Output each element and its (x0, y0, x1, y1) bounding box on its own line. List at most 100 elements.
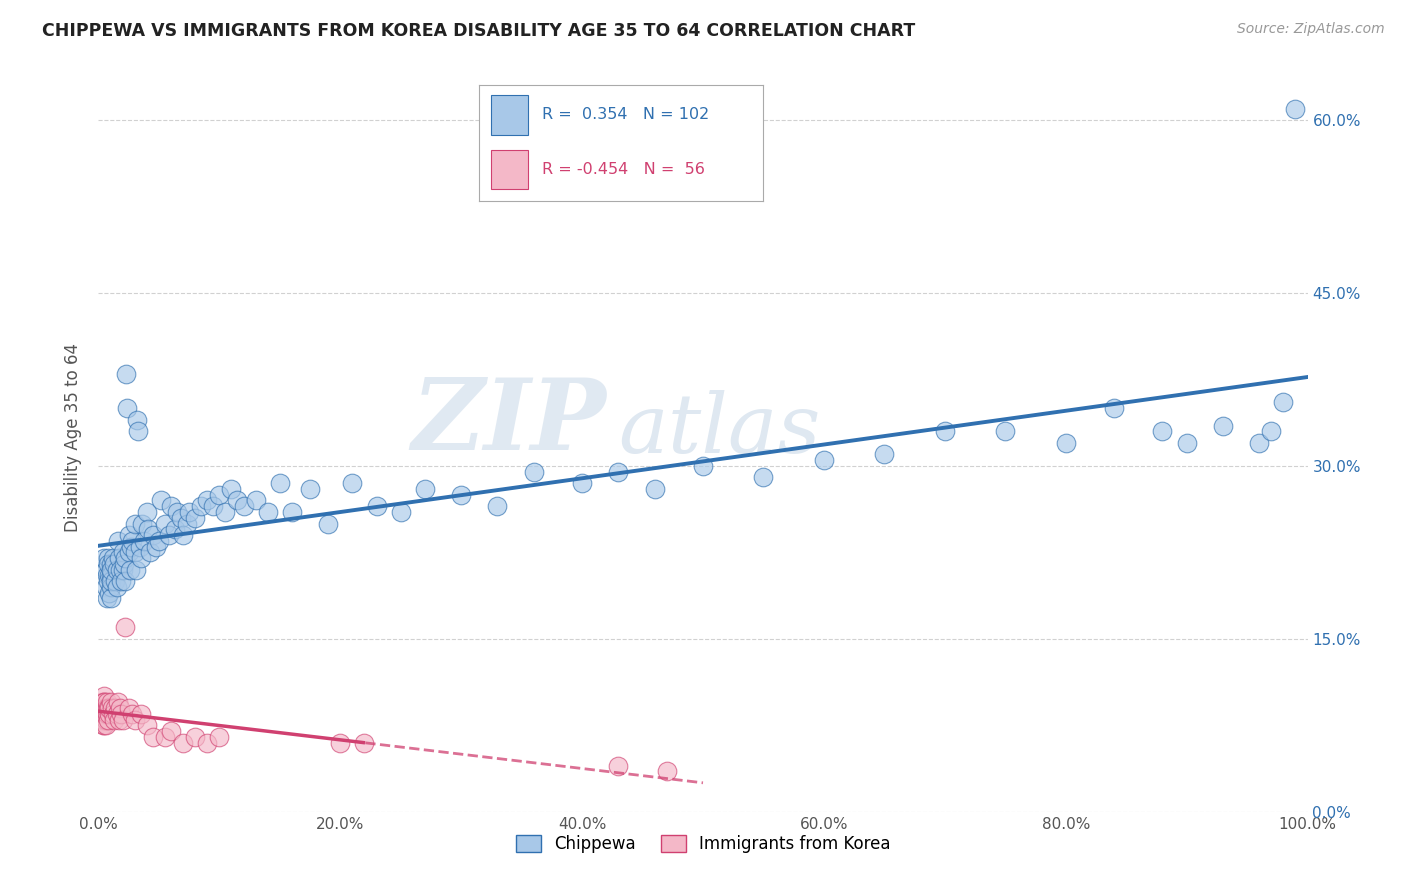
Point (114, 551, 136, 566)
Y-axis label: Disability Age 35 to 64: Disability Age 35 to 64 (65, 343, 83, 532)
Point (202, 500, 225, 514)
Point (644, 482, 666, 496)
Point (94, 580, 117, 594)
Point (160, 724, 183, 739)
Point (91, 713, 114, 727)
Point (97, 701, 120, 715)
Point (142, 730, 165, 744)
Point (100, 701, 122, 715)
Point (98, 706, 121, 721)
Point (100, 695, 122, 709)
Text: Source: ZipAtlas.com: Source: ZipAtlas.com (1237, 22, 1385, 37)
Point (752, 470, 775, 484)
Point (94, 713, 117, 727)
Point (245, 493, 267, 508)
Point (93, 695, 115, 709)
Point (232, 500, 254, 514)
Point (93, 718, 115, 732)
Point (1260, 425, 1282, 439)
Point (166, 505, 188, 519)
Point (486, 500, 509, 514)
Point (107, 533, 129, 548)
Point (94, 701, 117, 715)
Point (93, 706, 115, 721)
Point (96, 701, 118, 715)
Point (366, 500, 388, 514)
Point (97, 574, 120, 589)
Point (98, 585, 121, 599)
Point (571, 476, 593, 491)
Point (108, 701, 131, 715)
Point (150, 493, 173, 508)
Point (110, 574, 132, 589)
Point (98, 568, 121, 582)
Point (153, 730, 176, 744)
Point (118, 528, 141, 542)
Point (214, 505, 236, 519)
Point (108, 713, 131, 727)
Point (1212, 418, 1234, 433)
Point (299, 482, 322, 496)
Point (523, 465, 546, 479)
Point (256, 505, 278, 519)
Point (607, 465, 630, 479)
Point (117, 401, 139, 416)
Point (91, 695, 114, 709)
Point (184, 730, 207, 744)
Point (128, 540, 150, 554)
Point (413, 482, 436, 496)
Point (114, 574, 136, 589)
Point (93, 690, 115, 704)
Point (124, 516, 146, 531)
Point (108, 551, 131, 566)
Point (93, 695, 115, 709)
Point (148, 533, 170, 548)
Point (1284, 102, 1306, 116)
Legend: Chippewa, Immigrants from Korea: Chippewa, Immigrants from Korea (509, 828, 897, 860)
Point (873, 447, 896, 461)
Point (195, 735, 218, 749)
Point (101, 706, 124, 721)
Point (97, 557, 120, 571)
Point (692, 458, 714, 473)
Point (91, 706, 114, 721)
Point (115, 367, 138, 381)
Point (135, 718, 157, 732)
Point (450, 488, 472, 502)
Point (129, 551, 152, 566)
Point (96, 591, 118, 606)
Point (93, 701, 115, 715)
Point (105, 706, 128, 721)
Point (93, 713, 115, 727)
Point (100, 557, 122, 571)
Point (97, 551, 120, 566)
Point (1102, 401, 1125, 416)
Point (127, 413, 149, 427)
Point (104, 574, 127, 589)
Point (94, 706, 117, 721)
Point (105, 580, 128, 594)
Point (124, 545, 146, 559)
Point (145, 540, 167, 554)
Point (329, 735, 352, 749)
Point (129, 706, 152, 721)
Point (91, 718, 114, 732)
Point (101, 551, 124, 566)
Point (91, 706, 114, 721)
Point (121, 706, 143, 721)
Point (100, 563, 122, 577)
Point (169, 510, 191, 524)
Point (118, 701, 141, 715)
Point (655, 764, 678, 779)
Point (994, 425, 1017, 439)
Point (607, 758, 630, 772)
Point (813, 453, 835, 467)
Text: ZIP: ZIP (412, 374, 606, 470)
Point (184, 510, 207, 524)
Point (195, 493, 218, 508)
Point (93, 701, 115, 715)
Text: CHIPPEWA VS IMMIGRANTS FROM KOREA DISABILITY AGE 35 TO 64 CORRELATION CHART: CHIPPEWA VS IMMIGRANTS FROM KOREA DISABI… (42, 22, 915, 40)
Point (1054, 435, 1077, 450)
Point (98, 701, 121, 715)
Point (135, 505, 157, 519)
